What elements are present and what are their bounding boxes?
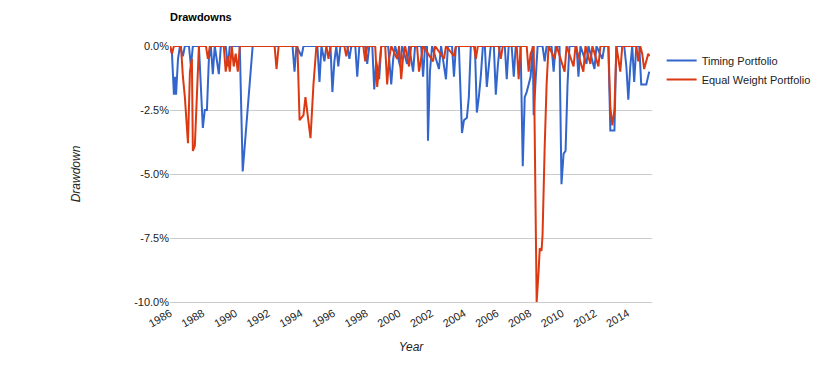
svg-text:Timing Portfolio: Timing Portfolio: [702, 55, 778, 67]
svg-text:0.0%: 0.0%: [144, 40, 169, 52]
svg-text:2012: 2012: [571, 307, 598, 330]
svg-text:Drawdown: Drawdown: [69, 145, 83, 202]
svg-text:1994: 1994: [277, 307, 304, 330]
svg-text:1986: 1986: [147, 307, 174, 330]
svg-text:2000: 2000: [375, 307, 402, 330]
svg-text:2008: 2008: [506, 307, 533, 330]
svg-text:Drawdowns: Drawdowns: [170, 11, 232, 23]
svg-text:2014: 2014: [604, 307, 631, 330]
svg-text:Year: Year: [399, 340, 425, 354]
svg-text:2010: 2010: [539, 307, 566, 330]
svg-text:2004: 2004: [441, 307, 468, 330]
svg-text:-7.5%: -7.5%: [140, 232, 169, 244]
svg-text:1996: 1996: [310, 307, 337, 330]
svg-text:-2.5%: -2.5%: [140, 104, 169, 116]
svg-text:Equal Weight Portfolio: Equal Weight Portfolio: [702, 74, 811, 86]
svg-text:2002: 2002: [408, 307, 435, 330]
svg-text:1992: 1992: [245, 307, 272, 330]
svg-text:1998: 1998: [343, 307, 370, 330]
svg-text:1990: 1990: [212, 307, 239, 330]
svg-text:2006: 2006: [473, 307, 500, 330]
svg-text:1988: 1988: [179, 307, 206, 330]
svg-text:-10.0%: -10.0%: [134, 296, 169, 308]
svg-text:-5.0%: -5.0%: [140, 168, 169, 180]
